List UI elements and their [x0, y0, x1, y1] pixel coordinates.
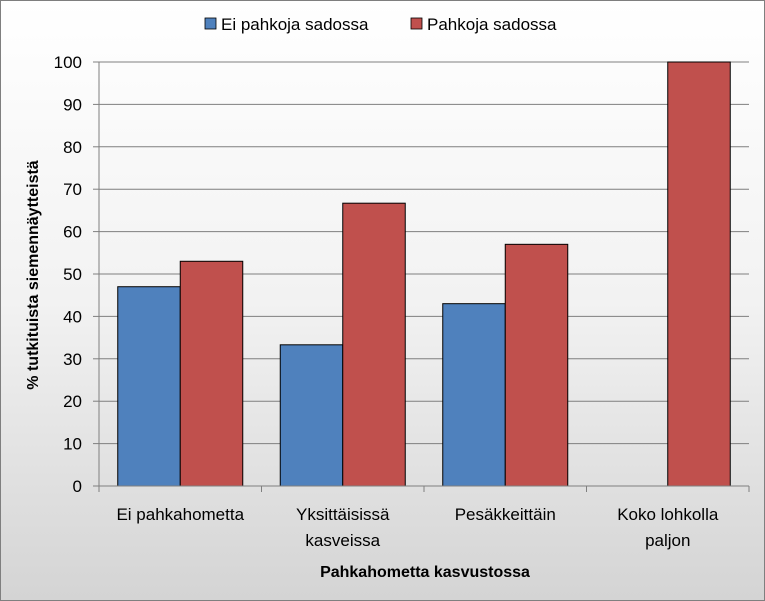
- x-axis-title: Pahkahometta kasvustossa: [320, 564, 530, 581]
- legend-label: Ei pahkoja sadossa: [221, 15, 369, 34]
- x-category-label: Pesäkkeittäin: [455, 505, 556, 524]
- bar-pahkoja-1: [342, 202, 406, 487]
- legend-swatch: [204, 17, 217, 30]
- legend: Ei pahkoja sadossa Pahkoja sadossa: [204, 15, 557, 34]
- x-category-label: Koko lohkolla: [617, 505, 719, 524]
- x-category-label: Yksittäisissä: [296, 505, 390, 524]
- bar-ei-pahkoja-1: [279, 344, 344, 487]
- y-tick-labels: 0 10 20 30 40 50 60 70 80 90 100: [54, 53, 82, 496]
- legend-swatch: [410, 17, 423, 30]
- y-tick-label: 0: [73, 477, 82, 496]
- y-tick-label: 70: [63, 180, 82, 199]
- y-tick-label: 30: [63, 350, 82, 369]
- x-category-label: Ei pahkahometta: [116, 505, 244, 524]
- y-tick-label: 100: [54, 53, 82, 72]
- y-tick-label: 90: [63, 95, 82, 114]
- y-tick-label: 40: [63, 307, 82, 326]
- x-category-labels: Ei pahkahometta Yksittäisissä kasveissa Pes…: [116, 505, 718, 550]
- y-tick-label: 80: [63, 138, 82, 157]
- y-tick-label: 20: [63, 392, 82, 411]
- bar-ei-pahkoja-2: [442, 303, 506, 487]
- legend-label: Pahkoja sadossa: [427, 15, 557, 34]
- axes: [93, 61, 750, 492]
- bar-ei-pahkoja-0: [117, 286, 181, 487]
- x-category-label: paljon: [645, 531, 690, 550]
- x-category-label: kasveissa: [305, 531, 380, 550]
- bar-pahkoja-0: [179, 260, 244, 487]
- bar-pahkoja-2: [504, 243, 569, 487]
- bar-pahkoja-3: [667, 61, 731, 487]
- y-axis-title: % tutkituista siemennäytteistä: [25, 160, 42, 390]
- y-tick-label: 10: [63, 435, 82, 454]
- y-tick-label: 50: [63, 265, 82, 284]
- y-tick-label: 60: [63, 223, 82, 242]
